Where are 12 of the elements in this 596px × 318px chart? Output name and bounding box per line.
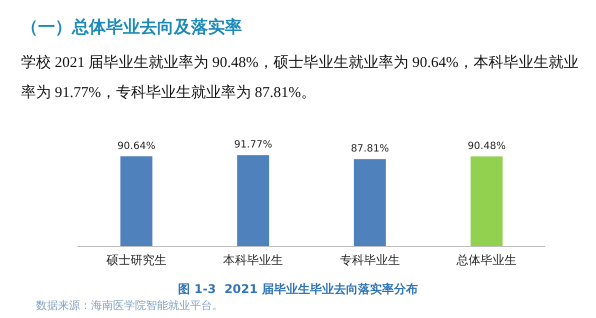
chart-title: （一）总体毕业去向及落实率 (21, 18, 242, 38)
data-label: 91.77% (234, 140, 272, 151)
data-label: 90.48% (468, 140, 506, 152)
x-tick-label: 总体毕业生 (456, 253, 517, 267)
chart-subtitle: 学校 2021 届毕业生就业率为 90.48%，硕士毕业生就业率为 90.64%，本科毕业生就业率为 91.77%，专科毕业生就业率为 87.81%。 (21, 54, 578, 101)
x-tick-label: 专科毕业生 (340, 253, 400, 267)
data-label: 87.81% (350, 144, 389, 155)
data-label: 90.64% (117, 140, 156, 152)
x-tick-label: 硕士研究生 (105, 253, 166, 267)
x-tick-label: 本科毕业生 (223, 253, 284, 267)
caption: 图 1-3 2021 届毕业生毕业去向落实率分布 (178, 282, 418, 296)
source-note: 数据来源：海南医学院智能就业平台。 (36, 299, 223, 312)
